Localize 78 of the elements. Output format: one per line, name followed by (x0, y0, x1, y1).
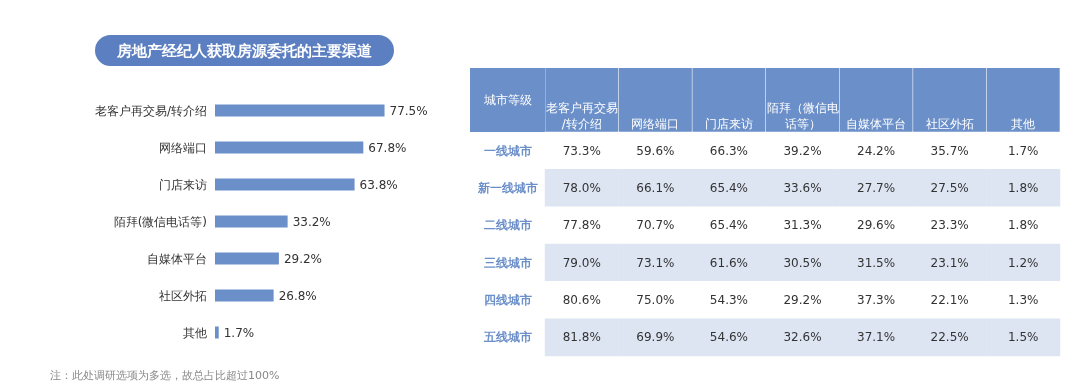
y-tick-label: 三线城市 (484, 255, 532, 270)
data-label: 23.1% (930, 255, 969, 270)
data-label: 67.8% (368, 140, 407, 155)
data-label: 37.3% (857, 293, 896, 307)
data-label: 1.8% (1007, 181, 1039, 195)
data-label: 1.7% (223, 325, 255, 340)
data-label: 1.8% (1007, 218, 1039, 233)
data-label: 29.2% (283, 251, 322, 266)
data-label: 29.6% (857, 218, 896, 233)
data-label: 1.5% (1007, 330, 1039, 345)
data-label: 73.3% (562, 143, 601, 158)
data-label: 39.2% (783, 143, 822, 158)
bar (215, 178, 355, 191)
data-label: 79.0% (562, 255, 601, 270)
data-label: 22.1% (930, 293, 969, 307)
data-label: 23.3% (930, 218, 969, 233)
bar (215, 252, 279, 265)
data-label: 54.3% (709, 293, 748, 307)
bar (215, 289, 274, 302)
data-label: 70.7% (636, 218, 675, 233)
data-label: 27.7% (857, 181, 896, 195)
x-tick-label: 其他 (1011, 117, 1036, 131)
data-label: 1.3% (1007, 293, 1039, 307)
y-tick-label: 新一线城市 (477, 181, 538, 195)
data-label: 35.7% (930, 143, 969, 158)
bar (215, 104, 385, 117)
text: 注：此处调研选项为多选，故总占比超过100% (50, 369, 280, 382)
data-label: 31.3% (783, 218, 822, 233)
y-tick-label: 门店来访 (159, 177, 207, 192)
data-label: 33.2% (292, 214, 331, 229)
data-label: 32.6% (783, 330, 822, 345)
data-label: 81.8% (562, 330, 601, 345)
data-label: 77.5% (389, 103, 428, 118)
data-label: 27.5% (930, 181, 969, 195)
bar (215, 215, 288, 228)
y-tick-label: 一线城市 (484, 143, 532, 158)
x-tick-label: 网络端口 (631, 117, 680, 131)
y-tick-label: 其他 (183, 325, 207, 340)
y-axis-title: 城市等级 (482, 93, 532, 107)
x-tick-label: 自媒体平台 (846, 117, 907, 131)
x-tick-label: 社区外拓 (925, 117, 974, 131)
data-label: 66.1% (636, 181, 675, 195)
data-label: 30.5% (783, 255, 822, 270)
y-tick-label: 五线城市 (483, 330, 532, 345)
data-label: 78.0% (562, 181, 601, 195)
y-tick-label: 四线城市 (484, 293, 532, 307)
data-label: 73.1% (636, 255, 675, 270)
data-label: 65.4% (709, 218, 748, 233)
y-tick-label: 二线城市 (484, 218, 532, 233)
data-label: 59.6% (636, 143, 675, 158)
data-label: 80.6% (562, 293, 601, 307)
data-label: 75.0% (636, 293, 675, 307)
x-tick-label: 门店来访 (704, 117, 753, 131)
x-tick-label: 陌拜（微信电话等） (766, 101, 839, 131)
y-tick-label: 社区外拓 (159, 288, 207, 303)
bar (215, 326, 219, 339)
data-label: 31.5% (857, 255, 896, 270)
y-tick-label: 自媒体平台 (147, 251, 207, 266)
data-label: 26.8% (278, 288, 317, 303)
data-label: 65.4% (709, 181, 748, 195)
data-label: 54.6% (709, 330, 748, 345)
data-label: 69.9% (636, 330, 675, 345)
data-label: 33.6% (783, 181, 822, 195)
data-label: 77.8% (562, 218, 601, 233)
data-label: 63.8% (359, 177, 398, 192)
data-label: 66.3% (709, 143, 748, 158)
chart-title: 房地产经纪人获取房源委托的主要渠道 (116, 41, 373, 60)
data-label: 22.5% (930, 330, 969, 345)
data-label: 37.1% (857, 330, 896, 345)
data-label: 1.7% (1007, 143, 1039, 158)
x-tick-label: 老客户再交易/转介绍 (545, 101, 618, 131)
bar (215, 141, 364, 154)
data-label: 61.6% (709, 255, 748, 270)
y-tick-label: 陌拜(微信电话等) (113, 214, 207, 229)
data-label: 24.2% (857, 143, 896, 158)
y-tick-label: 网络端口 (159, 140, 207, 155)
data-label: 29.2% (783, 293, 822, 307)
data-label: 1.2% (1007, 255, 1039, 270)
